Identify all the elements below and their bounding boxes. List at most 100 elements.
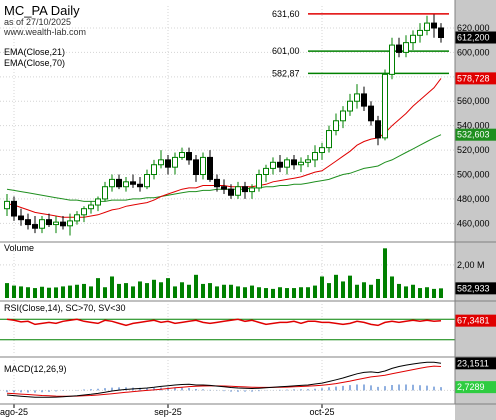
website-label: www.wealth-lab.com <box>3 27 86 37</box>
volume-bar <box>229 284 233 298</box>
volume-bar <box>306 287 310 298</box>
last-price-tag-bg <box>455 31 496 44</box>
price-tick-label: 460,000 <box>457 218 490 228</box>
volume-bar <box>215 286 219 298</box>
rsi-pane-title: RSI(Close,14), SC>70, SV<30 <box>4 303 126 313</box>
candle-body <box>235 186 241 196</box>
volume-bar <box>243 287 247 298</box>
volume-bar <box>285 288 289 298</box>
candle-body <box>291 159 297 166</box>
rsi-last-tag-bg <box>455 314 496 327</box>
candle-body <box>46 219 52 226</box>
volume-bar <box>299 287 303 298</box>
candle-body <box>67 220 73 227</box>
candle-body <box>102 186 108 200</box>
candle-body <box>32 224 38 229</box>
candle-body <box>4 200 10 210</box>
volume-bar <box>110 276 114 298</box>
price-tick-label: 600,000 <box>457 47 490 57</box>
candle-body <box>284 159 290 168</box>
price-tick-label: 540,000 <box>457 121 490 131</box>
volume-bar <box>334 274 338 298</box>
candle-body <box>214 178 220 188</box>
candle-body <box>340 110 346 122</box>
volume-bar <box>348 275 352 298</box>
candle-body <box>382 73 388 139</box>
date-tick-label: ago-25 <box>0 407 28 417</box>
volume-bar <box>173 286 177 298</box>
candle-body <box>88 204 94 210</box>
volume-bar <box>341 281 345 298</box>
volume-bar <box>103 287 107 298</box>
volume-tick-label: 2,00 M <box>457 260 485 270</box>
volume-bar <box>411 284 415 298</box>
candle-body <box>354 93 360 102</box>
candle-body <box>319 147 325 154</box>
volume-bar <box>397 283 401 298</box>
candle-body <box>186 152 192 161</box>
rsi-pane: 67,3481 <box>0 314 496 341</box>
candle-body <box>207 156 213 180</box>
price-tick-label: 520,000 <box>457 145 490 155</box>
candle-body <box>368 105 374 122</box>
volume-bar <box>327 283 331 298</box>
macd-hist-tag: 2,7289 <box>457 382 485 392</box>
candle-body <box>39 219 45 229</box>
candle-body <box>305 159 311 163</box>
volume-bar <box>61 286 65 298</box>
volume-bar <box>362 282 366 298</box>
volume-bar <box>12 285 16 298</box>
volume-bar <box>138 281 142 298</box>
candle-body <box>263 167 269 176</box>
volume-bar <box>390 276 394 298</box>
candle-body <box>179 152 185 158</box>
candle-body <box>249 187 255 193</box>
chart-subtitle: as of 27/10/2025 <box>4 17 71 27</box>
candle-body <box>298 161 304 166</box>
candle-body <box>326 130 332 149</box>
ema21-value-tag: 578,728 <box>457 73 490 83</box>
candle-body <box>347 100 353 112</box>
volume-bar <box>40 286 44 298</box>
candle-body <box>172 156 178 168</box>
pane-separators <box>0 0 496 405</box>
volume-bar <box>89 286 93 298</box>
volume-bar <box>250 285 254 298</box>
date-axis: ago-25 sep-25 oct-25 <box>0 404 335 417</box>
volume-bar <box>320 276 324 298</box>
volume-bar <box>439 288 443 298</box>
candle-body <box>403 42 409 53</box>
candle-body <box>193 159 199 176</box>
volume-bar <box>33 288 37 298</box>
volume-last-tag-bg <box>455 282 496 295</box>
chart-title: MC_PA Daily <box>4 3 80 18</box>
volume-bar <box>54 287 58 298</box>
volume-bar <box>313 285 317 298</box>
volume-bar <box>5 283 9 298</box>
candle-body <box>424 22 430 31</box>
candle-body <box>312 152 318 161</box>
volume-bar <box>117 283 121 298</box>
volume-bar <box>292 288 296 298</box>
volume-bar <box>68 285 72 298</box>
candle-body <box>158 159 164 166</box>
candle-body <box>221 186 227 190</box>
price-tick-label: 480,000 <box>457 194 490 204</box>
volume-bar <box>425 287 429 298</box>
volume-bar <box>124 283 128 298</box>
price-tick-label: 560,000 <box>457 96 490 106</box>
volume-bar <box>19 286 23 298</box>
ema70-value-tag: 532,603 <box>457 130 490 140</box>
volume-bar <box>355 284 359 298</box>
volume-last-tag: 582,933 <box>457 283 490 293</box>
volume-bar <box>187 284 191 298</box>
candle-body <box>228 188 234 196</box>
volume-bar <box>271 288 275 298</box>
volume-bar <box>82 283 86 298</box>
support-label: 582,87 <box>272 68 300 78</box>
volume-bar <box>264 288 268 298</box>
candle-body <box>74 214 80 222</box>
candle-body <box>11 200 17 217</box>
macd-pane-title: MACD(12,26,9) <box>4 364 67 374</box>
